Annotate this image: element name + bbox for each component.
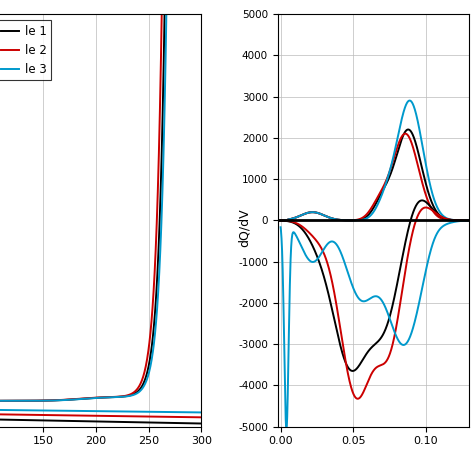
Text: dQ/dV: dQ/dV: [237, 208, 251, 247]
Legend: le 1, le 2, le 3: le 1, le 2, le 3: [0, 20, 51, 81]
